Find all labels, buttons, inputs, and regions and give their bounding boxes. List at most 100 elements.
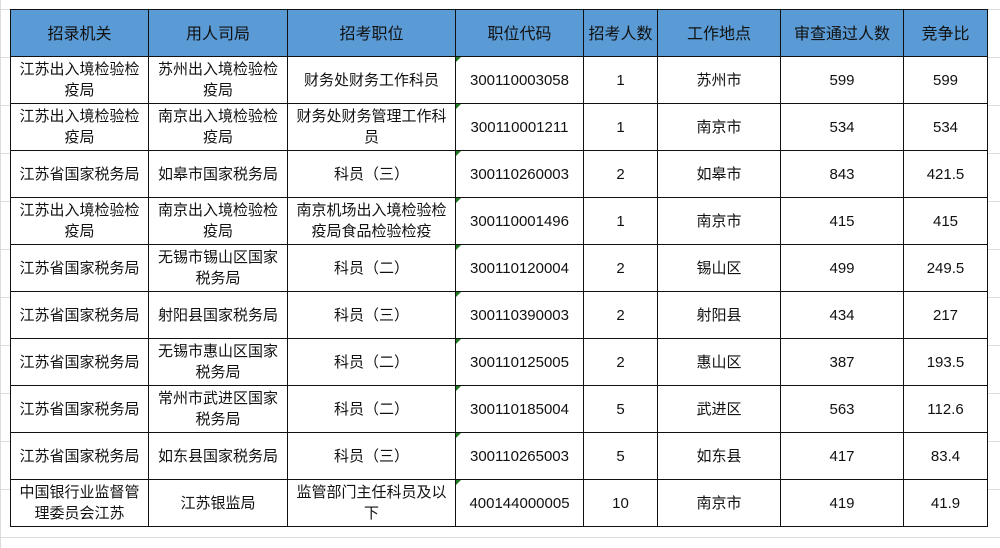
- column-header-department[interactable]: 用人司局: [148, 9, 288, 57]
- cell-approved-count[interactable]: 417: [780, 432, 904, 480]
- cell-agency[interactable]: 江苏省国家税务局: [10, 150, 149, 198]
- cell-department[interactable]: 南京出入境检验检疫局: [148, 103, 288, 151]
- cell-department[interactable]: 如皋市国家税务局: [148, 150, 288, 198]
- cell-position-code[interactable]: 300110125005: [455, 338, 584, 386]
- cell-text: 财务处财务管理工作科员: [296, 107, 447, 146]
- cell-agency[interactable]: 江苏省国家税务局: [10, 244, 149, 292]
- cell-competition-ratio[interactable]: 599: [903, 56, 988, 104]
- cell-quota[interactable]: 1: [583, 197, 658, 245]
- cell-position-code[interactable]: 300110265003: [455, 432, 584, 480]
- cell-agency[interactable]: 江苏省国家税务局: [10, 338, 149, 386]
- cell-approved-count[interactable]: 599: [780, 56, 904, 104]
- cell-approved-count[interactable]: 434: [780, 291, 904, 339]
- cell-quota[interactable]: 1: [583, 56, 658, 104]
- cell-quota[interactable]: 5: [583, 385, 658, 433]
- column-header-quota[interactable]: 招考人数: [583, 9, 658, 57]
- cell-approved-count[interactable]: 419: [780, 479, 904, 527]
- column-header-position-code[interactable]: 职位代码: [455, 9, 584, 57]
- cell-position-code[interactable]: 300110120004: [455, 244, 584, 292]
- cell-department[interactable]: 南京出入境检验检疫局: [148, 197, 288, 245]
- cell-department[interactable]: 无锡市锡山区国家税务局: [148, 244, 288, 292]
- cell-text: 5: [616, 400, 625, 418]
- cell-position-code[interactable]: 400144000005: [455, 479, 584, 527]
- column-header-position[interactable]: 招考职位: [287, 9, 456, 57]
- cell-quota[interactable]: 2: [583, 244, 658, 292]
- cell-department[interactable]: 射阳县国家税务局: [148, 291, 288, 339]
- cell-position[interactable]: 科员（三）: [287, 150, 456, 198]
- cell-text: 常州市武进区国家税务局: [157, 389, 278, 428]
- cell-position[interactable]: 科员（二）: [287, 385, 456, 433]
- column-header-approved-count[interactable]: 审查通过人数: [780, 9, 904, 57]
- cell-competition-ratio[interactable]: 112.6: [903, 385, 988, 433]
- cell-location[interactable]: 锡山区: [657, 244, 781, 292]
- cell-competition-ratio[interactable]: 217: [903, 291, 988, 339]
- cell-quota[interactable]: 10: [583, 479, 658, 527]
- cell-department[interactable]: 无锡市惠山区国家税务局: [148, 338, 288, 386]
- cell-quota[interactable]: 5: [583, 432, 658, 480]
- cell-location[interactable]: 南京市: [657, 103, 781, 151]
- table-row: 江苏出入境检验检疫局 南京出入境检验检疫局 财务处财务管理工作科员 300110001…: [10, 103, 988, 151]
- cell-agency[interactable]: 江苏省国家税务局: [10, 432, 149, 480]
- cell-quota[interactable]: 2: [583, 150, 658, 198]
- cell-approved-count[interactable]: 387: [780, 338, 904, 386]
- cell-location[interactable]: 如皋市: [657, 150, 781, 198]
- cell-position[interactable]: 监管部门主任科员及以下: [287, 479, 456, 527]
- cell-quota[interactable]: 2: [583, 338, 658, 386]
- cell-competition-ratio[interactable]: 249.5: [903, 244, 988, 292]
- cell-competition-ratio[interactable]: 41.9: [903, 479, 988, 527]
- cell-location[interactable]: 南京市: [657, 479, 781, 527]
- cell-text: 江苏省国家税务局: [19, 446, 140, 465]
- cell-position-code[interactable]: 300110185004: [455, 385, 584, 433]
- cell-competition-ratio[interactable]: 534: [903, 103, 988, 151]
- cell-quota[interactable]: 2: [583, 291, 658, 339]
- cell-location[interactable]: 惠山区: [657, 338, 781, 386]
- cell-text: 射阳县: [696, 305, 742, 324]
- cell-agency[interactable]: 江苏省国家税务局: [10, 291, 149, 339]
- cell-position[interactable]: 财务处财务管理工作科员: [287, 103, 456, 151]
- cell-position[interactable]: 财务处财务工作科员: [287, 56, 456, 104]
- cell-position-code[interactable]: 300110260003: [455, 150, 584, 198]
- cell-approved-count[interactable]: 843: [780, 150, 904, 198]
- column-header-competition-ratio[interactable]: 竞争比: [903, 9, 988, 57]
- cell-quota[interactable]: 1: [583, 103, 658, 151]
- column-header-location[interactable]: 工作地点: [657, 9, 781, 57]
- cell-approved-count[interactable]: 563: [780, 385, 904, 433]
- cell-agency[interactable]: 江苏省国家税务局: [10, 385, 149, 433]
- cell-approved-count[interactable]: 499: [780, 244, 904, 292]
- cell-text: 434: [829, 306, 855, 324]
- cell-position[interactable]: 科员（三）: [287, 432, 456, 480]
- cell-competition-ratio[interactable]: 83.4: [903, 432, 988, 480]
- cell-position[interactable]: 南京机场出入境检验检疫局食品检验检疫: [287, 197, 456, 245]
- cell-text: 科员（三）: [333, 446, 409, 465]
- cell-position-code[interactable]: 300110001496: [455, 197, 584, 245]
- cell-position[interactable]: 科员（二）: [287, 338, 456, 386]
- cell-text: 300110001211: [470, 118, 569, 136]
- cell-department[interactable]: 如东县国家税务局: [148, 432, 288, 480]
- cell-agency[interactable]: 江苏出入境检验检疫局: [10, 197, 149, 245]
- cell-position[interactable]: 科员（二）: [287, 244, 456, 292]
- cell-competition-ratio[interactable]: 193.5: [903, 338, 988, 386]
- cell-position-code[interactable]: 300110003058: [455, 56, 584, 104]
- cell-location[interactable]: 武进区: [657, 385, 781, 433]
- cell-competition-ratio[interactable]: 415: [903, 197, 988, 245]
- cell-position[interactable]: 科员（三）: [287, 291, 456, 339]
- cell-department[interactable]: 江苏银监局: [148, 479, 288, 527]
- cell-department[interactable]: 常州市武进区国家税务局: [148, 385, 288, 433]
- cell-text: 5: [616, 447, 625, 465]
- column-header-agency[interactable]: 招录机关: [10, 9, 149, 57]
- cell-approved-count[interactable]: 534: [780, 103, 904, 151]
- cell-position-code[interactable]: 300110001211: [455, 103, 584, 151]
- cell-text: 563: [829, 400, 855, 418]
- cell-location[interactable]: 苏州市: [657, 56, 781, 104]
- cell-approved-count[interactable]: 415: [780, 197, 904, 245]
- cell-location[interactable]: 如东县: [657, 432, 781, 480]
- cell-agency[interactable]: 中国银行业监督管理委员会江苏: [10, 479, 149, 527]
- cell-competition-ratio[interactable]: 421.5: [903, 150, 988, 198]
- cell-agency[interactable]: 江苏出入境检验检疫局: [10, 56, 149, 104]
- cell-text: 193.5: [926, 353, 965, 371]
- cell-location[interactable]: 南京市: [657, 197, 781, 245]
- cell-department[interactable]: 苏州出入境检验检疫局: [148, 56, 288, 104]
- cell-location[interactable]: 射阳县: [657, 291, 781, 339]
- cell-position-code[interactable]: 300110390003: [455, 291, 584, 339]
- cell-agency[interactable]: 江苏出入境检验检疫局: [10, 103, 149, 151]
